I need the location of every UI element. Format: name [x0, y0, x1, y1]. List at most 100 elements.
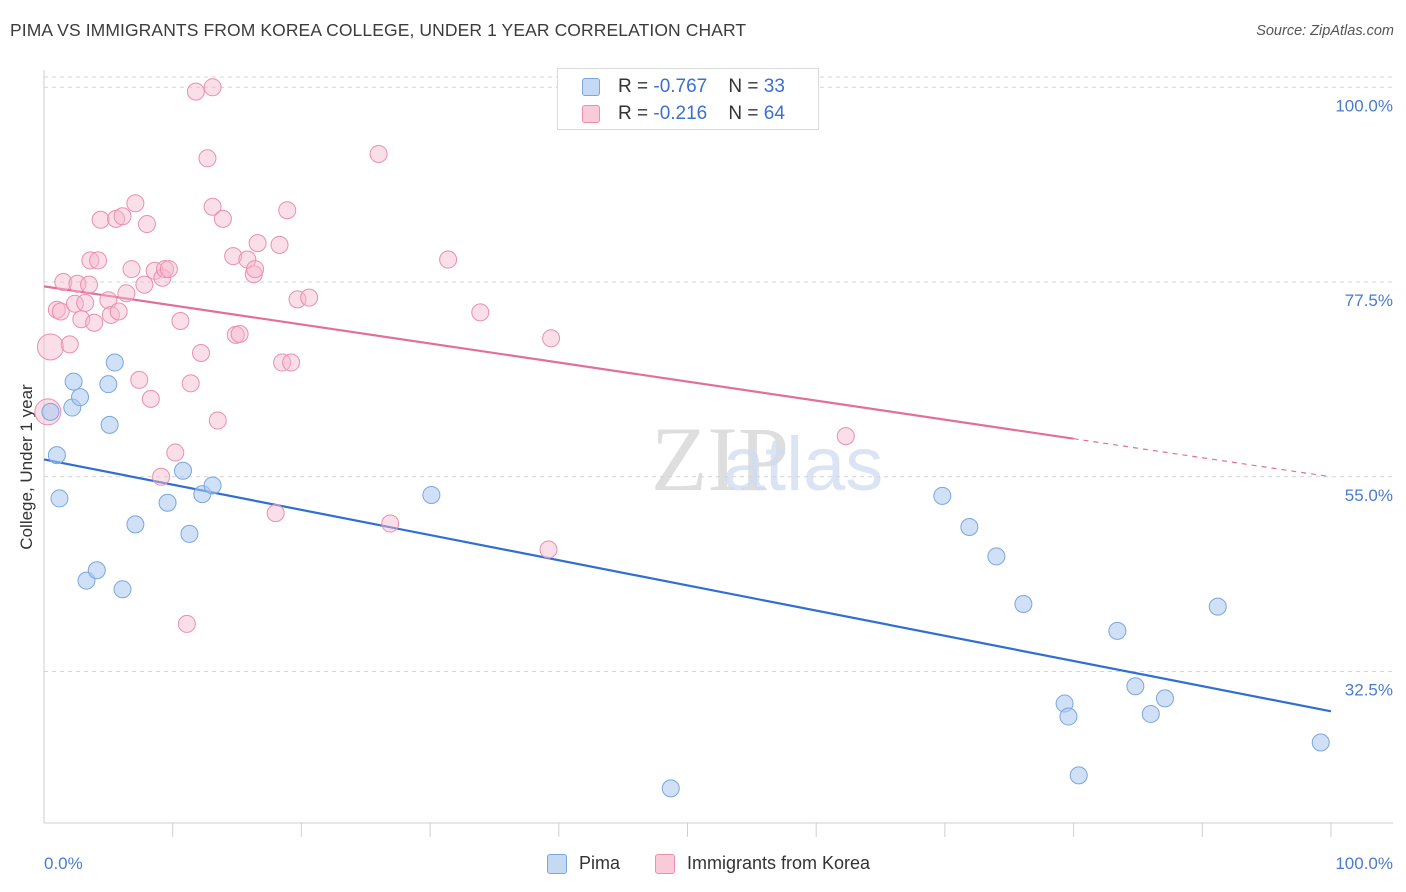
- korea-point: [54, 273, 73, 292]
- korea-point: [171, 312, 190, 330]
- axes: [43, 70, 1393, 837]
- bottom-korea-swatch: [655, 854, 675, 874]
- korea-point: [177, 614, 196, 633]
- korea-point: [99, 291, 118, 310]
- korea-point: [135, 275, 154, 294]
- korea-trend-line: [43, 285, 1074, 440]
- korea-point: [155, 260, 174, 279]
- pima-point: [1126, 677, 1145, 696]
- tick-labels: 100.0% 77.5% 55.0% 32.5% 0.0% 100.0%: [44, 96, 1393, 873]
- korea-point: [141, 389, 160, 408]
- korea-point: [89, 251, 108, 270]
- pima-r-value: -0.767: [653, 76, 708, 97]
- korea-point: [117, 284, 136, 303]
- korea-point: [203, 197, 222, 216]
- korea-point: [152, 467, 171, 486]
- pima-point: [1311, 733, 1330, 752]
- y-tick-label-3: 32.5%: [1345, 681, 1393, 700]
- bottom-pima-label: Pima: [579, 853, 621, 873]
- pima-point: [158, 493, 177, 512]
- grid: [44, 76, 1393, 673]
- chart-title: PIMA VS IMMIGRANTS FROM KOREA COLLEGE, U…: [10, 20, 747, 40]
- pima-point: [173, 461, 192, 480]
- pima-point: [105, 353, 124, 372]
- korea-point: [836, 427, 855, 446]
- pima-swatch: [582, 78, 600, 96]
- correlation-legend: R = -0.767 N = 33 R = -0.216 N = 64: [557, 68, 819, 130]
- pima-point: [1208, 597, 1227, 616]
- korea-point: [65, 294, 84, 313]
- korea-point: [381, 514, 400, 533]
- korea-point: [137, 215, 156, 234]
- korea-point: [224, 247, 243, 266]
- korea-point: [369, 144, 388, 163]
- bottom-korea-label: Immigrants from Korea: [687, 853, 871, 873]
- korea-point: [270, 235, 289, 254]
- korea-point: [266, 504, 285, 523]
- pima-point: [126, 515, 145, 534]
- y-tick-label-1: 77.5%: [1345, 291, 1393, 310]
- korea-point: [51, 302, 70, 321]
- pima-point: [41, 402, 60, 421]
- korea-point: [248, 234, 267, 253]
- points: [34, 78, 1330, 798]
- source-label: Source: ZipAtlas.com: [1256, 23, 1394, 39]
- korea-point: [300, 288, 319, 307]
- pima-point: [987, 547, 1006, 566]
- pima-point: [933, 486, 952, 505]
- korea-n-label: N =: [728, 103, 764, 124]
- korea-point: [273, 353, 292, 372]
- pima-point: [1014, 595, 1033, 614]
- korea-point: [109, 302, 128, 321]
- watermark-atlas: atlas: [723, 422, 884, 507]
- korea-point: [76, 293, 95, 312]
- korea-point: [113, 207, 132, 226]
- korea-point: [282, 353, 301, 372]
- pima-point: [71, 388, 90, 407]
- korea-point: [186, 82, 205, 101]
- pima-n-label: N =: [728, 76, 764, 97]
- pima-point: [661, 779, 680, 798]
- bottom-pima-swatch: [547, 854, 567, 874]
- korea-point: [230, 324, 249, 343]
- korea-n-value: 64: [763, 103, 785, 124]
- pima-point: [1155, 689, 1174, 708]
- korea-point: [208, 411, 227, 430]
- pima-point: [1059, 707, 1078, 726]
- pima-point: [87, 561, 106, 580]
- korea-point: [203, 78, 222, 97]
- korea-point: [80, 275, 99, 294]
- korea-point: [166, 443, 185, 462]
- x-tick-label-1: 100.0%: [1335, 854, 1393, 873]
- korea-point: [288, 290, 307, 309]
- pima-point: [50, 489, 69, 508]
- pima-point: [1141, 704, 1160, 723]
- pima-point: [960, 517, 979, 536]
- pima-point: [422, 485, 441, 504]
- y-tick-label-2: 55.0%: [1345, 486, 1393, 505]
- korea-point: [91, 210, 110, 229]
- pima-point: [203, 476, 222, 495]
- pima-point: [1108, 621, 1127, 640]
- korea-point: [122, 260, 141, 279]
- korea-point: [85, 313, 104, 332]
- korea-point: [439, 250, 458, 269]
- korea-point: [539, 540, 558, 559]
- pima-point: [1069, 766, 1088, 785]
- korea-point: [126, 194, 145, 213]
- x-tick-label-0: 0.0%: [44, 854, 83, 873]
- pima-point: [64, 372, 83, 391]
- pima-point: [113, 580, 132, 599]
- korea-swatch: [582, 105, 600, 123]
- korea-point: [159, 260, 178, 279]
- pima-point: [47, 446, 66, 465]
- pima-point: [100, 415, 119, 434]
- trend-lines: [43, 285, 1332, 713]
- korea-point: [130, 370, 149, 389]
- korea-point: [542, 329, 561, 348]
- korea-point: [213, 209, 232, 228]
- pima-trend-line: [43, 458, 1332, 713]
- pima-point: [99, 375, 118, 394]
- korea-point: [81, 251, 100, 270]
